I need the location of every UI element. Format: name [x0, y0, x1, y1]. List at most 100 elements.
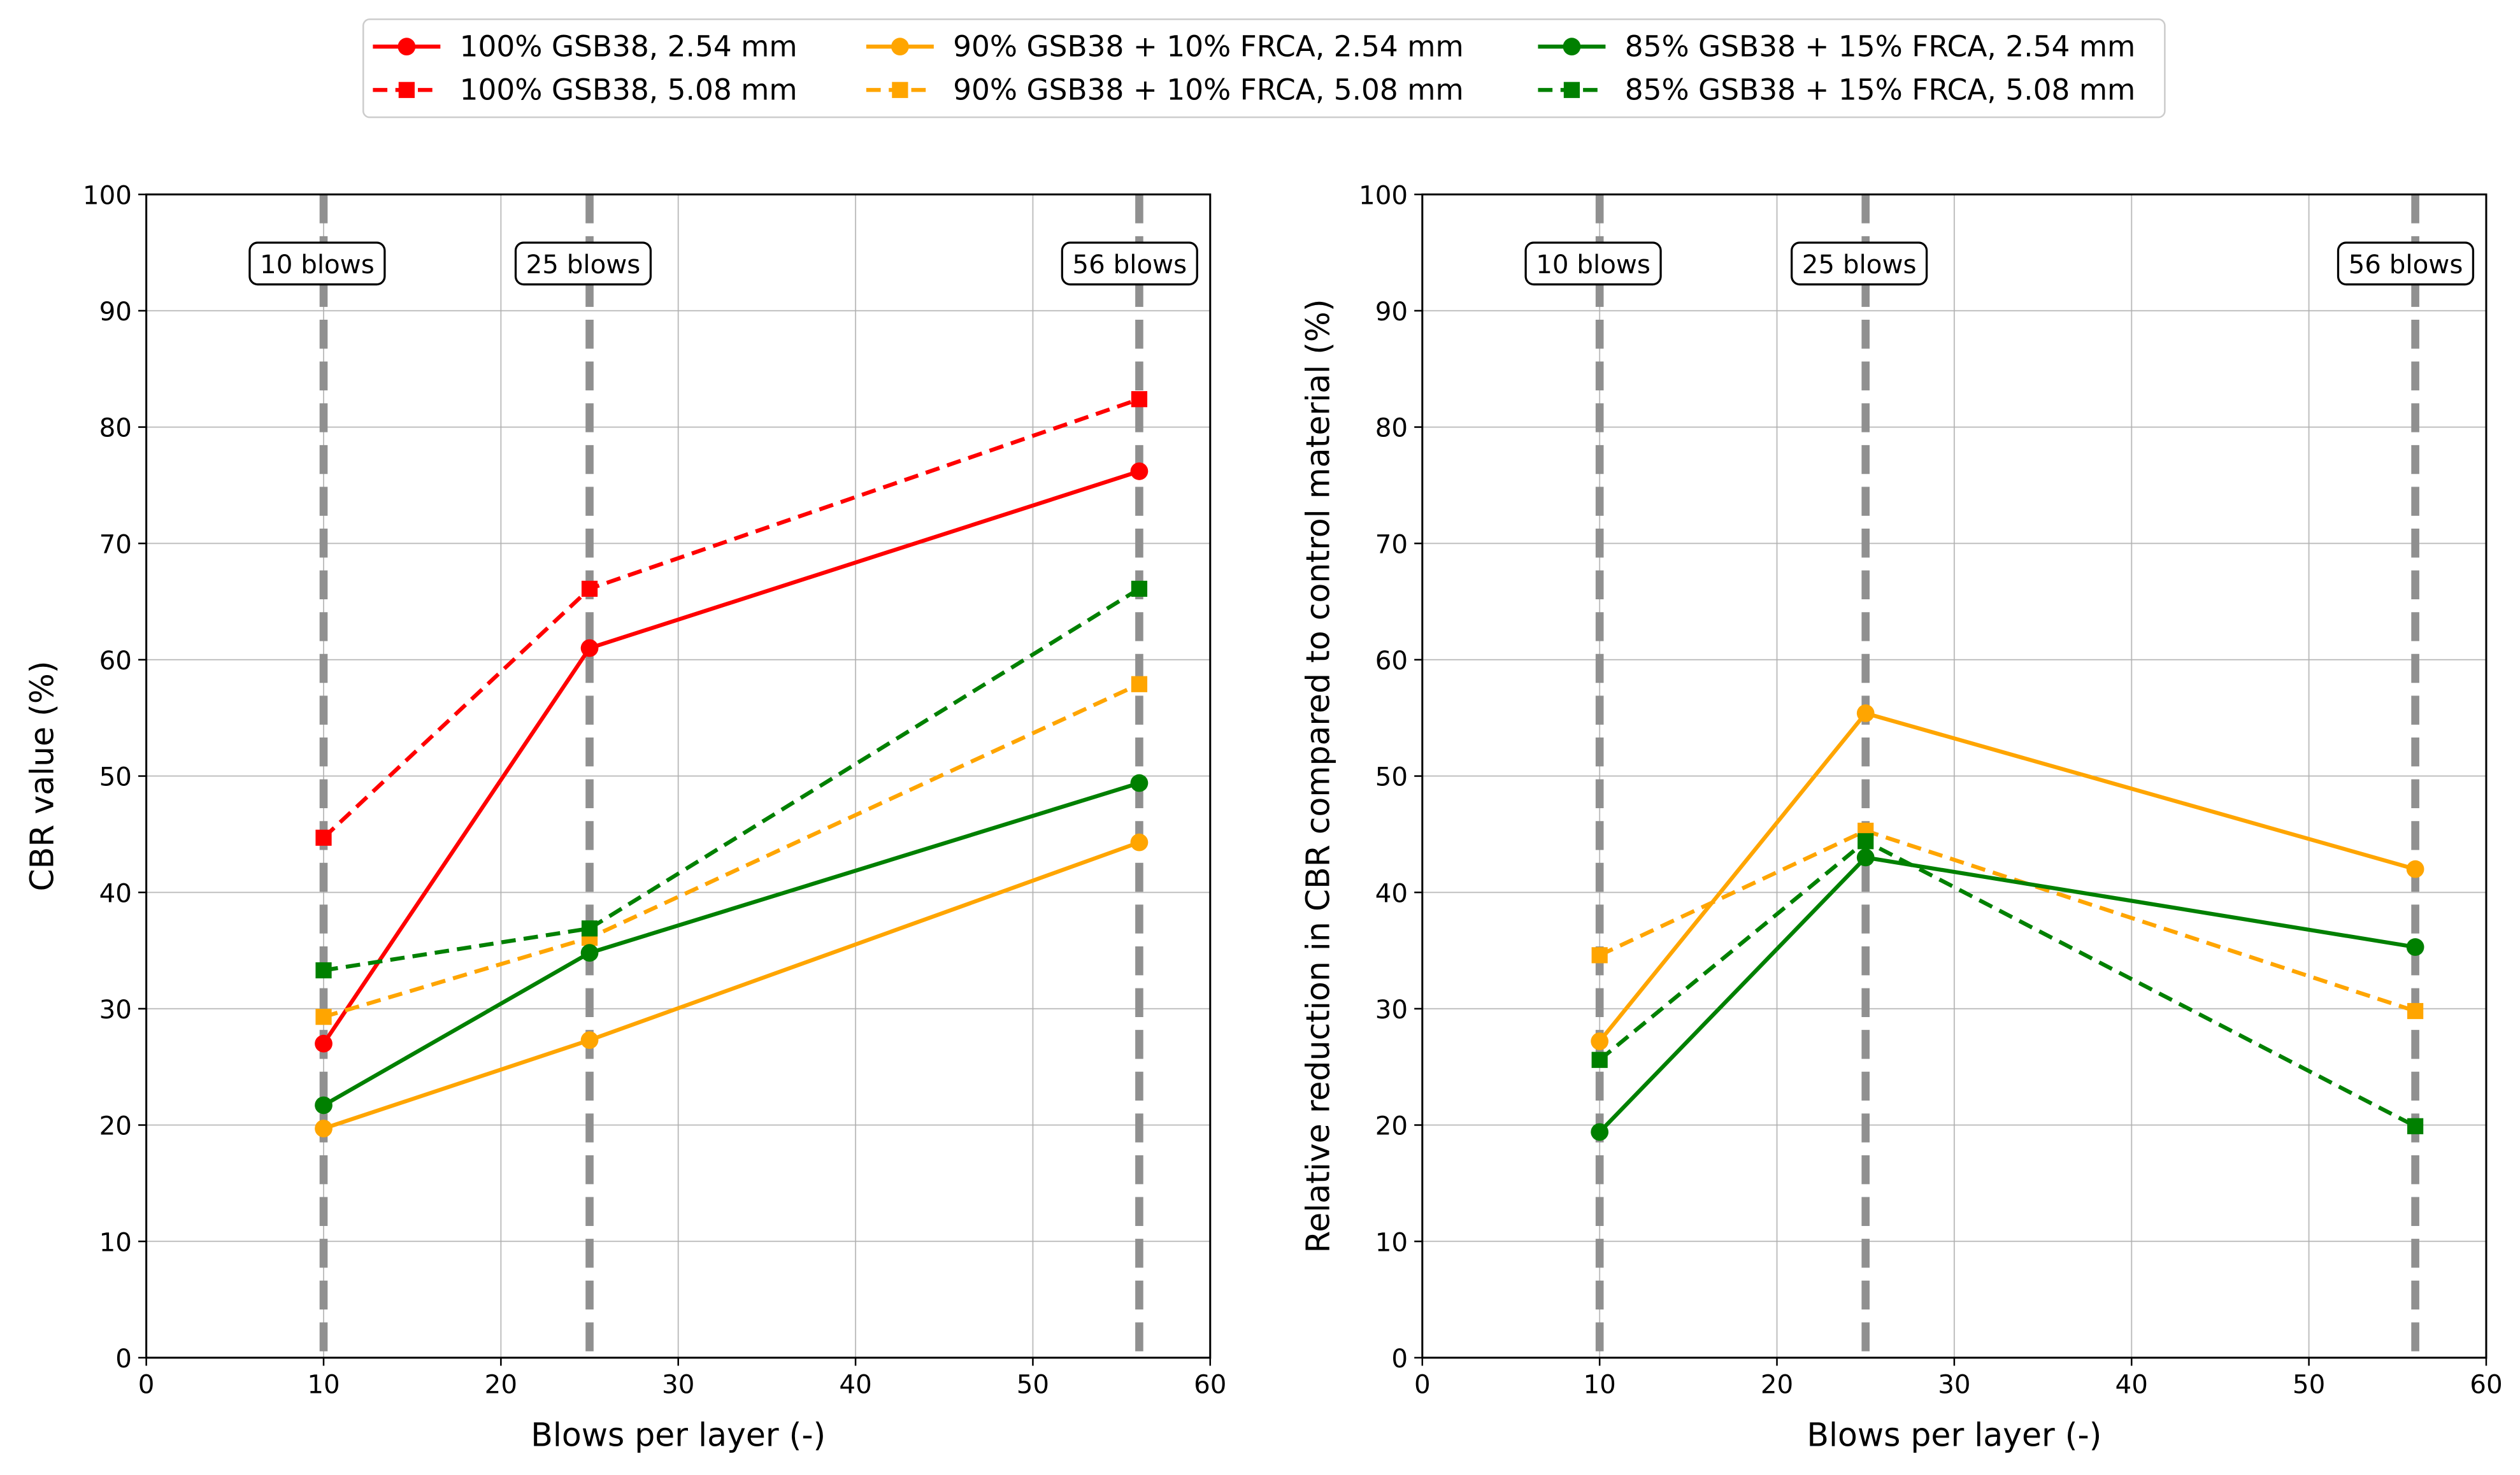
legend-marker	[1563, 38, 1581, 56]
y-tick-label: 80	[99, 413, 132, 443]
x-tick-label: 60	[1194, 1369, 1226, 1399]
series-100-gsb38-5-08-mm	[315, 391, 1148, 846]
data-point	[581, 580, 598, 597]
series-85-gsb38-15-frca-2-54-mm	[315, 774, 1149, 1115]
vline-label: 25 blows	[526, 250, 641, 280]
y-tick-label: 30	[1375, 995, 1408, 1025]
data-point	[315, 1009, 332, 1025]
legend-entry: 100% GSB38, 5.08 mm	[373, 73, 798, 106]
series-90-gsb38-10-frca-2-54-mm	[315, 833, 1149, 1137]
series-90-gsb38-10-frca-2-54-mm	[1591, 704, 2424, 1050]
y-axis-label: CBR value (%)	[23, 661, 61, 892]
series-85-gsb38-15-frca-5-08-mm	[315, 580, 1148, 979]
x-tick-label: 0	[1414, 1369, 1431, 1399]
x-tick-label: 30	[1938, 1369, 1970, 1399]
x-tick-label: 20	[1761, 1369, 1793, 1399]
legend-entry: 85% GSB38 + 15% FRCA, 2.54 mm	[1538, 29, 2135, 63]
legend-marker	[891, 38, 909, 56]
legend-entry: 90% GSB38 + 10% FRCA, 2.54 mm	[866, 29, 1464, 63]
data-point	[1591, 947, 1608, 964]
legend-label: 100% GSB38, 2.54 mm	[460, 29, 798, 63]
data-point	[2406, 860, 2424, 878]
data-point	[2406, 938, 2424, 956]
vline-label: 56 blows	[2349, 250, 2463, 280]
series-line	[1598, 829, 2416, 1013]
y-tick-label: 80	[1375, 413, 1408, 443]
data-point	[1591, 1123, 1609, 1141]
legend-label: 85% GSB38 + 15% FRCA, 5.08 mm	[1625, 73, 2136, 106]
x-tick-label: 20	[485, 1369, 517, 1399]
vline-label-box	[1524, 241, 1662, 286]
x-tick-label: 30	[662, 1369, 694, 1399]
data-point	[2407, 1002, 2424, 1020]
data-point	[581, 920, 598, 937]
x-tick-label: 40	[2116, 1369, 2148, 1399]
y-tick-label: 0	[115, 1344, 132, 1374]
vline-label-box	[1791, 241, 1928, 286]
series-line	[322, 781, 1140, 1108]
vline-label-box	[248, 241, 386, 286]
x-tick-label: 10	[1583, 1369, 1615, 1399]
x-axis-label: Blows per layer (-)	[531, 1416, 826, 1454]
data-point	[2407, 1118, 2424, 1134]
y-tick-label: 10	[99, 1227, 132, 1257]
y-tick-label: 60	[1375, 646, 1408, 676]
y-tick-label: 70	[1375, 529, 1408, 559]
series-90-gsb38-10-frca-5-08-mm	[315, 676, 1148, 1025]
vline-label: 10 blows	[260, 250, 375, 280]
y-tick-label: 40	[1375, 878, 1408, 908]
x-tick-label: 40	[839, 1369, 871, 1399]
x-axis-label: Blows per layer (-)	[1807, 1416, 2101, 1454]
legend-label: 90% GSB38 + 10% FRCA, 2.54 mm	[953, 29, 1464, 63]
data-point	[315, 1096, 333, 1115]
data-point	[1130, 462, 1149, 480]
y-tick-label: 50	[99, 762, 132, 792]
plot-frame	[145, 193, 1212, 1359]
data-point	[315, 1120, 333, 1137]
series-line	[1598, 711, 2416, 1043]
y-tick-label: 40	[99, 878, 132, 908]
legend-label: 90% GSB38 + 10% FRCA, 5.08 mm	[953, 73, 1464, 106]
vline-label-box	[514, 241, 652, 286]
right-plot-relative-reduction: 0 10 20 30 40 50 60 0 10 20 30 40 50 60 70 80 90 100 10 bl…	[1299, 180, 2502, 1453]
legend-entry: 90% GSB38 + 10% FRCA, 5.08 mm	[866, 73, 1464, 106]
data-point	[315, 829, 332, 846]
legend: 100% GSB38, 2.54 mm 100% GSB38, 5.08 mm 90…	[362, 18, 2166, 118]
data-point	[1591, 1051, 1608, 1068]
vline-label: 56 blows	[1072, 250, 1187, 280]
y-tick-label: 70	[99, 529, 132, 559]
y-tick-label: 90	[99, 297, 132, 327]
data-point	[1130, 774, 1149, 792]
left-plot-cbr-value: 0 10 20 30 40 50 60 0 10 20 30 40 50 60 70 80 90 100 10 bl…	[23, 180, 1226, 1453]
y-tick-label: 90	[1375, 297, 1408, 327]
plot-frame	[1421, 193, 2488, 1359]
series-line	[1598, 839, 2417, 1129]
y-tick-label: 10	[1375, 1227, 1408, 1257]
series-100-gsb38-2-54-mm	[315, 462, 1149, 1053]
legend-label: 85% GSB38 + 15% FRCA, 2.54 mm	[1625, 29, 2136, 63]
legend-marker	[398, 82, 415, 98]
data-point	[580, 944, 599, 962]
y-tick-label: 30	[99, 995, 132, 1025]
y-tick-label: 60	[99, 646, 132, 676]
vline-label-box	[2337, 241, 2475, 286]
vline-label: 10 blows	[1536, 250, 1650, 280]
data-point	[1856, 704, 1875, 722]
series-85-gsb38-15-frca-2-54-mm	[1591, 848, 2424, 1141]
legend-marker	[397, 38, 416, 56]
data-point	[1130, 833, 1149, 852]
data-point	[1858, 833, 1874, 850]
y-tick-label: 20	[1375, 1111, 1408, 1141]
series-line	[322, 397, 1140, 839]
x-tick-label: 60	[2470, 1369, 2502, 1399]
series-line	[322, 469, 1140, 1045]
x-tick-label: 50	[2293, 1369, 2325, 1399]
x-tick-label: 10	[307, 1369, 340, 1399]
series-line	[323, 587, 1141, 973]
data-point	[580, 639, 599, 657]
y-tick-label: 100	[83, 180, 132, 210]
vline-label: 25 blows	[1802, 250, 1917, 280]
data-point	[1131, 676, 1148, 692]
series-85-gsb38-15-frca-5-08-mm	[1591, 833, 2424, 1134]
